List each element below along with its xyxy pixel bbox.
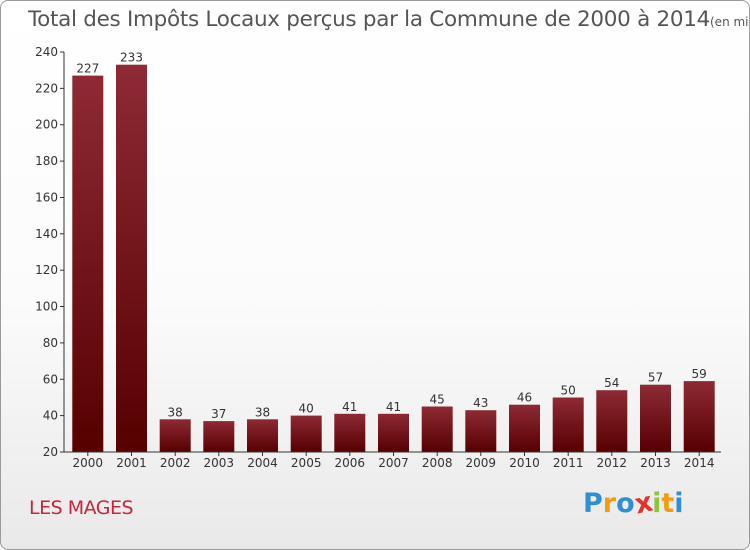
y-tick-label-180: 180	[35, 154, 58, 168]
x-axis: 2000 2001 2002 2003 2004 2005 2006 2007 2008 2009…	[64, 451, 721, 470]
bar-2006	[334, 413, 366, 452]
value-label-2014: 59	[692, 367, 707, 381]
x-tick-label-2007: 2007	[378, 456, 409, 470]
y-tick-label-240: 240	[35, 45, 58, 59]
y-tick-label-80: 80	[43, 336, 58, 350]
chart-title: Total des Impôts Locaux perçus par la Co…	[28, 7, 749, 32]
x-tick-label-2012: 2012	[597, 456, 628, 470]
bar-2010	[509, 404, 540, 452]
value-label-2011: 50	[561, 384, 576, 398]
logo-letter: i	[674, 488, 684, 519]
x-tick-label-2004: 2004	[247, 456, 278, 470]
logo-letter: P	[583, 488, 603, 519]
x-tick-label-2014: 2014	[684, 456, 715, 470]
x-tick-label-2010: 2010	[509, 456, 540, 470]
y-axis: 20 40 60 80 100 120 140 160 180 200 220 240	[35, 45, 65, 459]
value-label-2004: 38	[255, 405, 270, 419]
bar-2013	[640, 384, 671, 452]
y-tick-label-200: 200	[35, 118, 58, 132]
chart-title-unit: (en milliers d'€)	[710, 15, 749, 29]
x-tick-label-2002: 2002	[160, 456, 191, 470]
y-tick-label-100: 100	[35, 300, 58, 314]
value-labels-group: 227 233 38 37 38 40 41 41 45 43 46 50 54 57 59	[76, 51, 706, 421]
y-tick-label-40: 40	[43, 409, 58, 423]
bar-2007	[378, 413, 409, 452]
y-tick-label-20: 20	[43, 445, 58, 459]
x-tick-label-2005: 2005	[291, 456, 322, 470]
value-label-2005: 40	[299, 402, 314, 416]
value-label-2012: 54	[604, 376, 619, 390]
logo-letter: i	[652, 488, 662, 519]
value-label-2010: 46	[517, 391, 532, 405]
value-label-2000: 227	[76, 62, 99, 76]
x-tick-label-2011: 2011	[553, 456, 584, 470]
bar-2011	[552, 397, 584, 452]
value-label-2001: 233	[120, 51, 143, 65]
y-tick-label-120: 120	[35, 263, 58, 277]
x-tick-label-2003: 2003	[204, 456, 235, 470]
x-tick-label-2001: 2001	[116, 456, 147, 470]
bars-group	[72, 64, 715, 452]
x-tick-label-2009: 2009	[466, 456, 497, 470]
logo-letter: r	[602, 488, 617, 519]
value-label-2009: 43	[473, 396, 488, 410]
value-label-2006: 41	[342, 400, 357, 414]
bar-2014	[683, 381, 715, 452]
bar-2001	[116, 64, 147, 452]
bar-2003	[203, 421, 235, 452]
bar-2005	[290, 415, 322, 452]
value-label-2007: 41	[386, 400, 401, 414]
x-tick-label-2000: 2000	[73, 456, 104, 470]
bar-2002	[159, 419, 191, 452]
proxiti-logo[interactable]: Proxiti	[583, 487, 684, 521]
bar-2004	[247, 419, 278, 452]
logo-letter: t	[661, 488, 675, 519]
y-tick-label-160: 160	[35, 191, 58, 205]
bar-2008	[421, 406, 453, 452]
value-label-2002: 38	[168, 405, 183, 419]
bar-2000	[72, 75, 104, 452]
bar-2009	[465, 410, 497, 452]
commune-name: LES MAGES	[29, 497, 134, 519]
value-label-2003: 37	[211, 407, 226, 421]
logo-letter: o	[616, 488, 635, 519]
value-label-2013: 57	[648, 371, 663, 385]
chart-title-text: Total des Impôts Locaux perçus par la Co…	[28, 7, 710, 32]
x-tick-label-2008: 2008	[422, 456, 453, 470]
y-tick-label-220: 220	[35, 81, 58, 95]
y-tick-label-140: 140	[35, 227, 58, 241]
x-tick-label-2013: 2013	[640, 456, 671, 470]
x-tick-label-2006: 2006	[335, 456, 366, 470]
y-tick-label-60: 60	[43, 372, 58, 386]
bar-2012	[596, 390, 628, 452]
value-label-2008: 45	[430, 393, 445, 407]
